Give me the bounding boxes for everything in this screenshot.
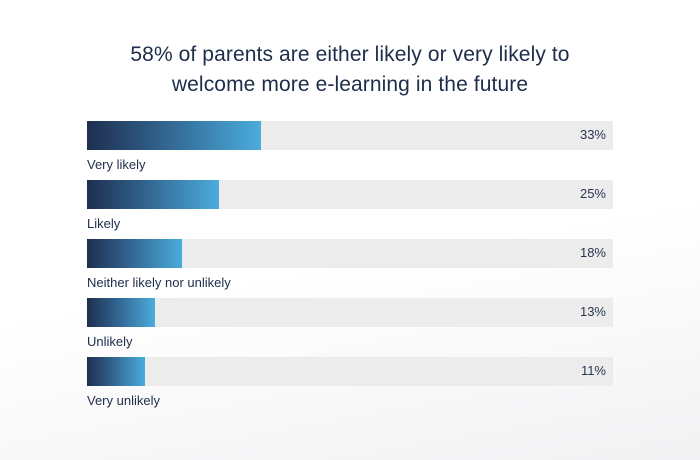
- chart-title-line-2: welcome more e-learning in the future: [171, 73, 529, 96]
- value-label-very-unlikely: 11%: [580, 363, 606, 378]
- value-label-unlikely: 13%: [579, 304, 606, 319]
- bar-row-likely: 25% Likely: [87, 180, 613, 239]
- category-label-neither: Neither likely nor unlikely: [87, 275, 231, 290]
- chart-title-line-1: 58% of parents are either likely or very…: [130, 43, 570, 66]
- bar-row-unlikely: 13% Unlikely: [87, 298, 613, 357]
- bar-track: 25%: [87, 180, 613, 209]
- bar-track: 13%: [87, 298, 613, 327]
- category-label-unlikely: Unlikely: [87, 334, 133, 349]
- bar-likely: [87, 180, 219, 209]
- bar-row-very-unlikely: 11% Very unlikely: [87, 357, 613, 416]
- bar-track: 18%: [87, 239, 613, 268]
- bar-very-likely: [87, 121, 261, 150]
- value-label-very-likely: 33%: [579, 127, 606, 142]
- value-label-neither: 18%: [579, 245, 606, 260]
- category-label-very-unlikely: Very unlikely: [87, 393, 160, 408]
- bar-row-very-likely: 33% Very likely: [87, 121, 613, 180]
- chart-title: 58% of parents are either likely or very…: [0, 40, 700, 100]
- bar-neither: [87, 239, 182, 268]
- category-label-very-likely: Very likely: [87, 157, 146, 172]
- bar-track: 11%: [87, 357, 613, 386]
- category-label-likely: Likely: [87, 216, 121, 231]
- bar-unlikely: [87, 298, 156, 327]
- value-label-likely: 25%: [579, 186, 606, 201]
- bar-row-neither: 18% Neither likely nor unlikely: [87, 239, 613, 298]
- bar-track: 33%: [87, 121, 613, 150]
- bar-very-unlikely: [87, 357, 145, 386]
- bar-chart: 33% Very likely 25% Likely 18% Neither l…: [87, 121, 613, 416]
